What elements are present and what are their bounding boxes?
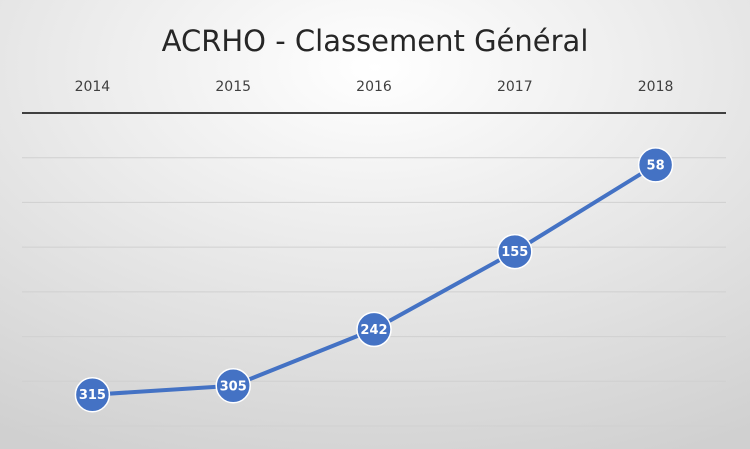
data-label: 315 (79, 388, 106, 403)
data-label: 58 (647, 158, 665, 173)
x-tick-label: 2016 (356, 79, 392, 95)
x-tick-label: 2015 (215, 79, 251, 95)
x-tick-label: 2014 (75, 79, 111, 95)
marker (74, 376, 111, 413)
marker (637, 147, 674, 183)
x-tick-label: 2017 (497, 79, 533, 95)
data-label: 155 (501, 245, 528, 260)
chart-title: ACRHO - Classement Général (162, 24, 589, 58)
marker (356, 311, 392, 348)
x-tick-label: 2018 (638, 79, 674, 95)
marker (215, 368, 251, 404)
data-label: 242 (360, 323, 387, 338)
marker (497, 233, 533, 270)
data-label: 305 (220, 379, 247, 394)
